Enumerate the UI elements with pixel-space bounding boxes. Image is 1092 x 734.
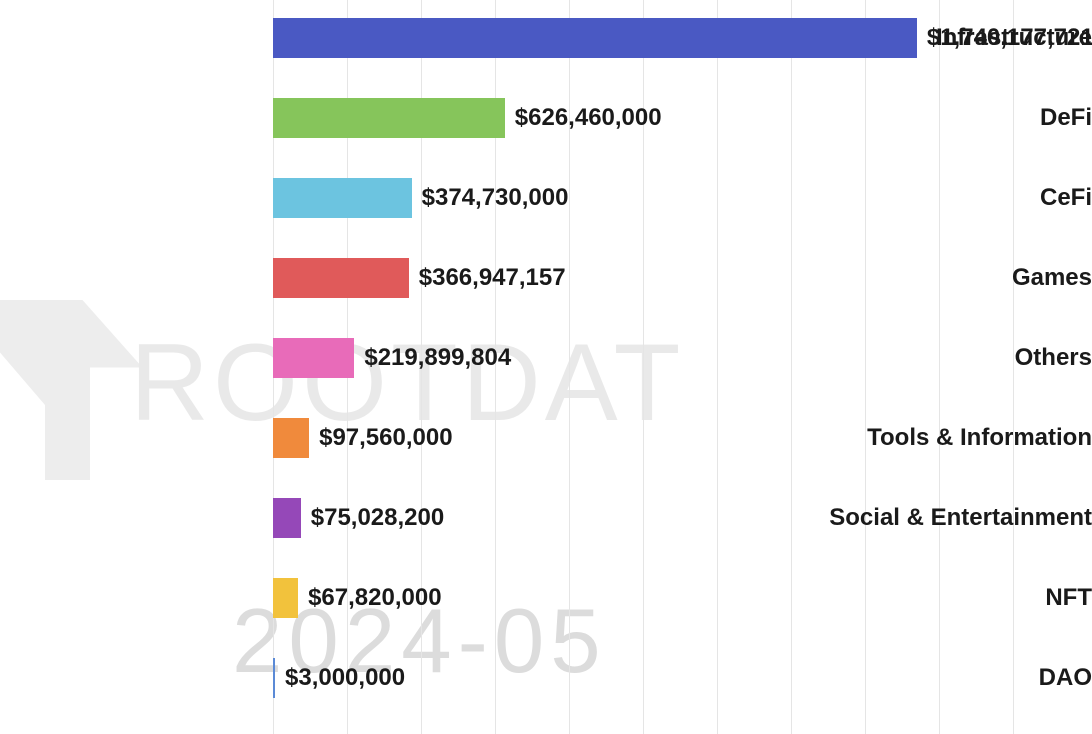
bar xyxy=(273,498,301,538)
category-label: CeFi xyxy=(829,178,1092,218)
value-label: $1,740,177,721 xyxy=(927,18,1092,58)
bar-row: Social & Entertainment $75,028,200 xyxy=(0,498,1092,538)
value-label: $97,560,000 xyxy=(319,418,452,458)
category-label: Tools & Information xyxy=(829,418,1092,458)
value-label: $3,000,000 xyxy=(285,658,405,698)
bar-row: Infrastructure$1,740,177,721 xyxy=(0,18,1092,58)
category-label: NFT xyxy=(829,578,1092,618)
value-label: $219,899,804 xyxy=(364,338,511,378)
bar xyxy=(273,578,298,618)
value-label: $626,460,000 xyxy=(515,98,662,138)
value-label: $75,028,200 xyxy=(311,498,444,538)
category-label: Others xyxy=(829,338,1092,378)
bar xyxy=(273,258,409,298)
bar xyxy=(273,178,412,218)
bar-row: DeFi $626,460,000 xyxy=(0,98,1092,138)
bar xyxy=(273,338,354,378)
bar-row: DAO $3,000,000 xyxy=(0,658,1092,698)
value-label: $374,730,000 xyxy=(422,178,569,218)
bar xyxy=(273,98,505,138)
bar-row: Tools & Information $97,560,000 xyxy=(0,418,1092,458)
bar-row: NFT $67,820,000 xyxy=(0,578,1092,618)
category-label: Games xyxy=(829,258,1092,298)
bar xyxy=(273,418,309,458)
category-label: DeFi xyxy=(829,98,1092,138)
bar-row: Others $219,899,804 xyxy=(0,338,1092,378)
bar xyxy=(273,658,275,698)
value-label: $67,820,000 xyxy=(308,578,441,618)
category-label: DAO xyxy=(829,658,1092,698)
bar-chart: ROOTDAT 2024-05 Infrastructure$1,740,177… xyxy=(0,0,1092,734)
bar-row: CeFi $374,730,000 xyxy=(0,178,1092,218)
category-label: Social & Entertainment xyxy=(829,498,1092,538)
value-label: $366,947,157 xyxy=(419,258,566,298)
bar xyxy=(273,18,917,58)
bar-row: Games $366,947,157 xyxy=(0,258,1092,298)
